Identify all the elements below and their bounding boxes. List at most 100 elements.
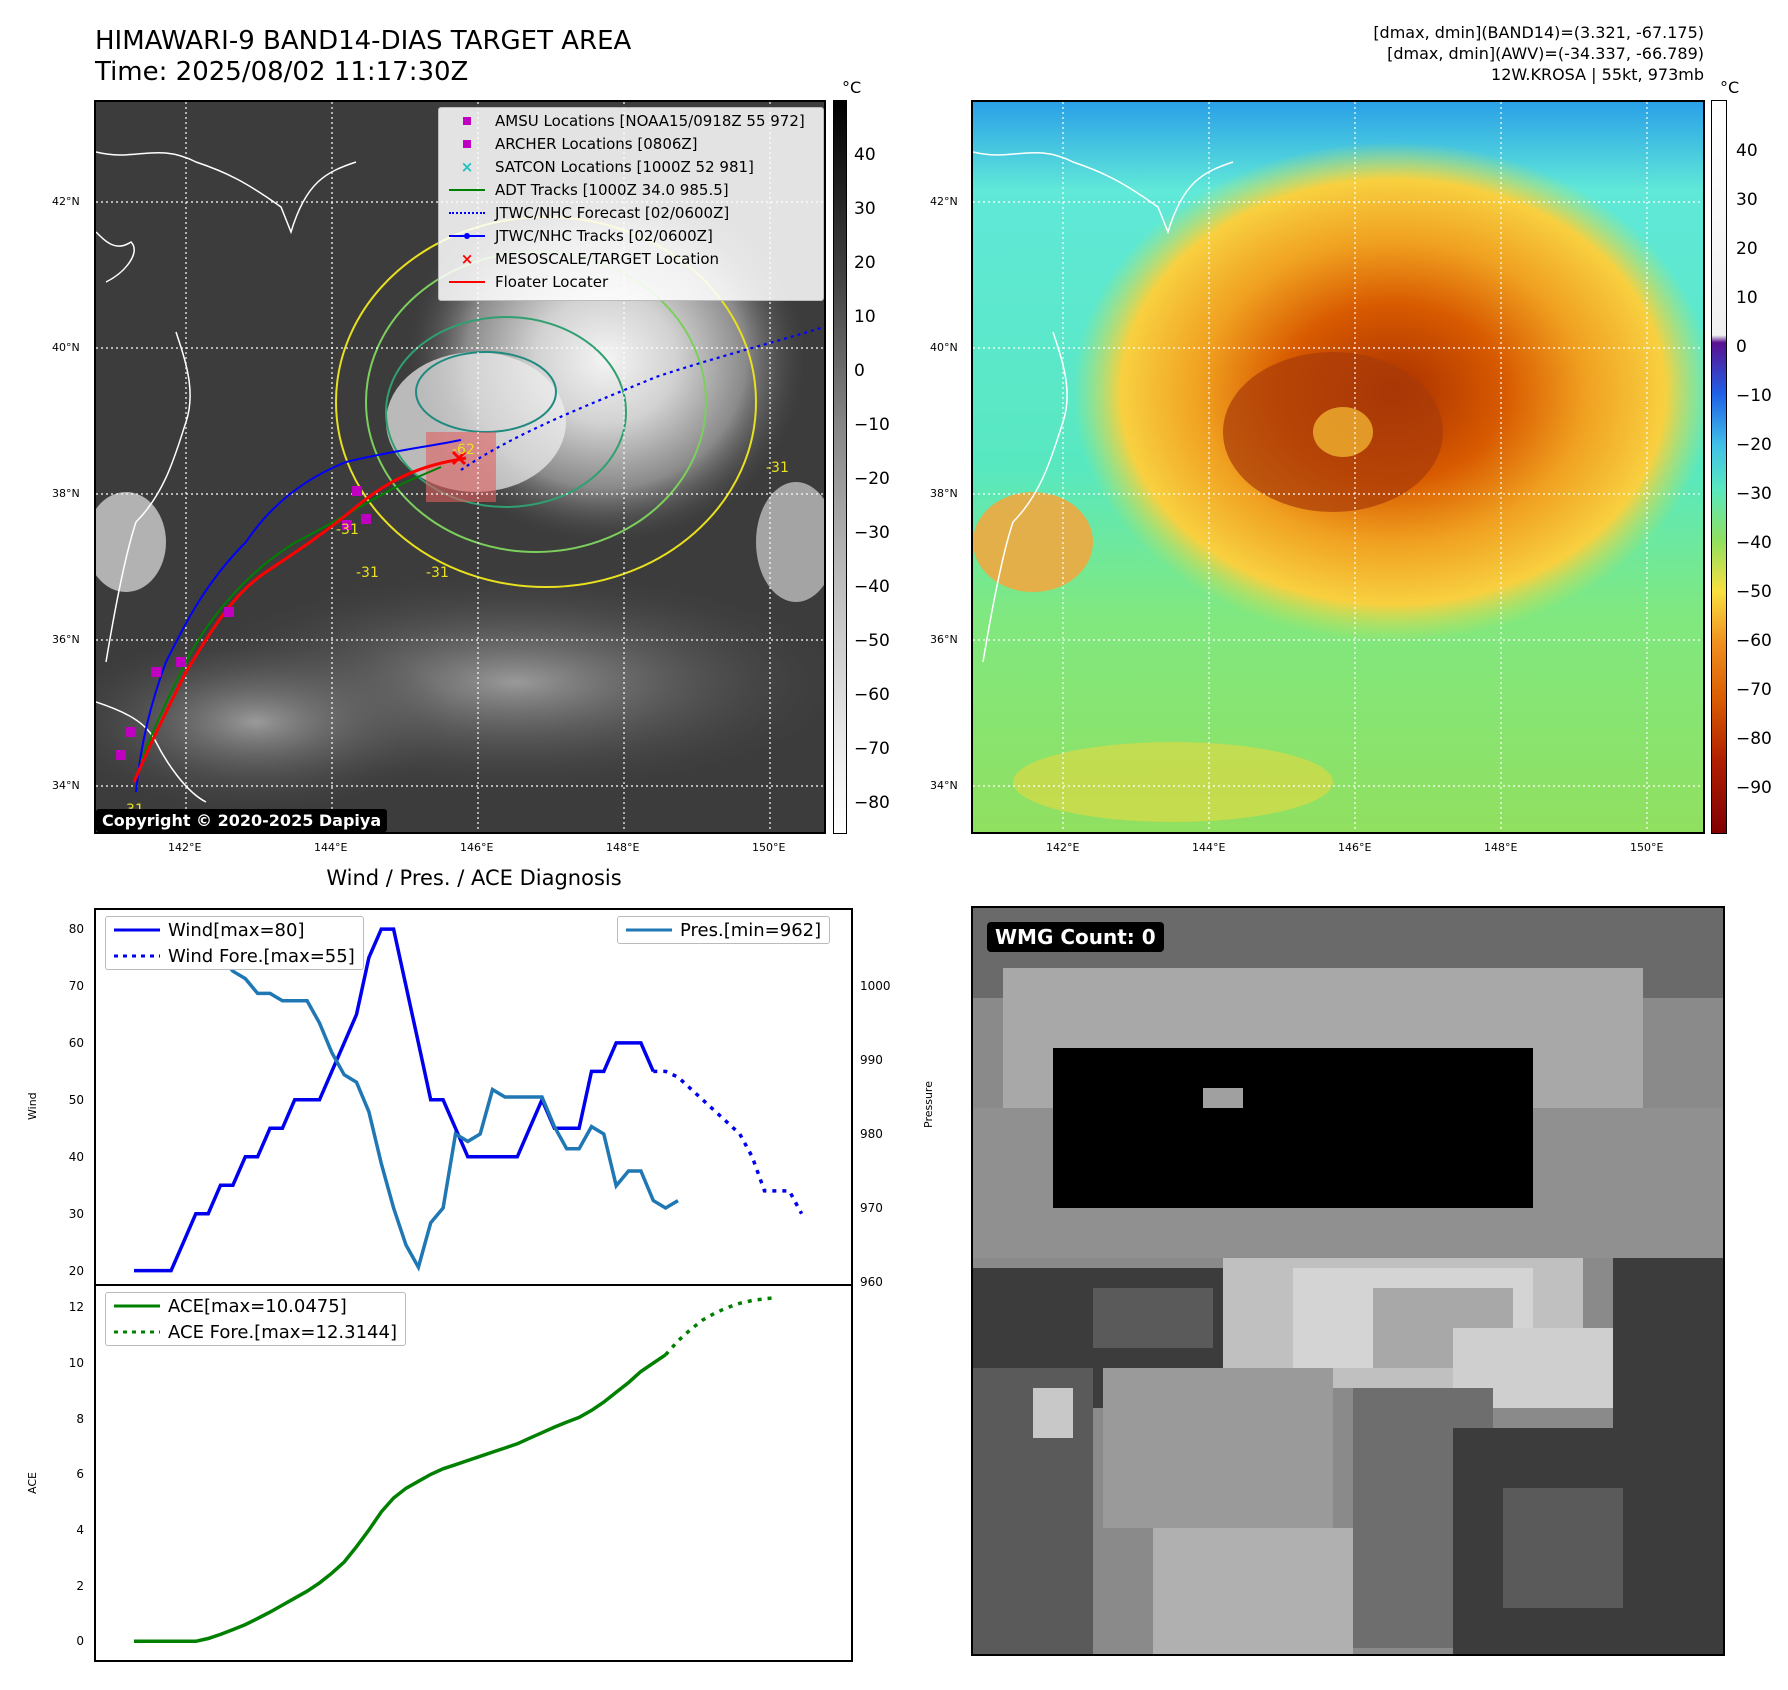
lat-tick: 38°N	[930, 487, 958, 500]
copyright-badge: Copyright © 2020-2025 Dapiya	[96, 809, 388, 832]
lon-tick: 142°E	[168, 841, 202, 854]
legend-line-marker	[447, 271, 487, 293]
contour-label-62: -62	[452, 442, 475, 458]
figure-title: HIMAWARI-9 BAND14-DIAS TARGET AREA	[95, 26, 632, 56]
colorbar-tick: 0	[1736, 337, 1747, 357]
colorbar-tick: −30	[854, 523, 890, 543]
band14-map-panel: -62 -31 -31 -31 -31 -31 AMSU Locations […	[94, 100, 826, 834]
info-storm-id: 12W.KROSA | 55kt, 973mb	[1491, 65, 1704, 84]
ace-line	[134, 1353, 667, 1644]
legend-item-target: × MESOSCALE/TARGET Location	[447, 248, 719, 270]
colorbar-tick: −50	[854, 631, 890, 651]
legend-item-tracks: JTWC/NHC Tracks [02/0600Z]	[447, 225, 713, 247]
legend-item-wind-forecast: Wind Fore.[max=55]	[106, 943, 363, 969]
legend-line-dot-marker	[447, 225, 487, 247]
colorbar-tick: −90	[1736, 778, 1772, 798]
lon-tick: 148°E	[1484, 841, 1518, 854]
legend-item-archer: ARCHER Locations [0806Z]	[447, 133, 698, 155]
ace-y-tick-label: 0	[76, 1634, 84, 1649]
wind-y-tick-label: 40	[68, 1149, 84, 1164]
legend-label: Pres.[min=962]	[680, 919, 822, 941]
wmg-panel: WMG Count: 0	[971, 906, 1725, 1656]
colorbar-tick: −40	[1736, 533, 1772, 553]
legend-label: ACE Fore.[max=12.3144]	[168, 1321, 397, 1343]
ace-axes	[94, 1284, 853, 1662]
colorbar-tick: −50	[1736, 582, 1772, 602]
ace-axis-label: ACE	[26, 1472, 39, 1494]
pressure-y-tick-label: 960	[860, 1275, 883, 1289]
wind-y-tick-label: 80	[68, 922, 84, 937]
colorbar-tick: −20	[854, 469, 890, 489]
colorbar-tick: 20	[854, 253, 876, 273]
diagnosis-title: Wind / Pres. / ACE Diagnosis	[326, 866, 622, 890]
colorbar-tick: 30	[1736, 190, 1758, 210]
pressure-axis-label: Pressure	[922, 1081, 935, 1128]
legend-label: JTWC/NHC Tracks [02/0600Z]	[495, 227, 713, 245]
legend-label: ACE[max=10.0475]	[168, 1295, 347, 1317]
pressure-y-tick-label: 970	[860, 1201, 883, 1215]
lon-tick: 144°E	[314, 841, 348, 854]
legend-item-amsu: AMSU Locations [NOAA15/0918Z 55 972]	[447, 110, 805, 132]
awv-map-panel	[971, 100, 1705, 834]
contour-label-31a: -31	[336, 522, 359, 538]
colorbar-tick: 30	[854, 199, 876, 219]
lon-tick: 150°E	[1630, 841, 1664, 854]
colorbar-tick: −30	[1736, 484, 1772, 504]
colorbar-tick: 10	[1736, 288, 1758, 308]
legend-item-ace-forecast: ACE Fore.[max=12.3144]	[106, 1319, 405, 1345]
colorbar-tick: 40	[854, 145, 876, 165]
legend-label: AMSU Locations [NOAA15/0918Z 55 972]	[495, 112, 805, 130]
lon-tick: 144°E	[1192, 841, 1226, 854]
colorbar-tick: −60	[1736, 631, 1772, 651]
lat-tick: 34°N	[52, 779, 80, 792]
left-colorbar-unit: °C	[842, 78, 862, 97]
ace-legend: ACE[max=10.0475] ACE Fore.[max=12.3144]	[105, 1292, 406, 1346]
legend-label: ADT Tracks [1000Z 34.0 985.5]	[495, 181, 729, 199]
lat-tick: 36°N	[52, 633, 80, 646]
lat-tick: 34°N	[930, 779, 958, 792]
right-colorbar	[1711, 100, 1727, 834]
legend-item-floater: Floater Locater	[447, 271, 608, 293]
lat-tick: 38°N	[52, 487, 80, 500]
right-colorbar-unit: °C	[1720, 78, 1740, 97]
ace-y-tick-label: 8	[76, 1411, 84, 1426]
wind-y-tick-label: 70	[68, 979, 84, 993]
contour-label-31b: -31	[356, 565, 379, 581]
ace-y-tick-label: 4	[76, 1523, 84, 1538]
colorbar-tick: −70	[854, 739, 890, 759]
wind-legend: Wind[max=80] Wind Fore.[max=55]	[105, 916, 364, 970]
pressure-y-tick-label: 1000	[860, 979, 891, 993]
colorbar-tick: −10	[1736, 386, 1772, 406]
colorbar-tick: 40	[1736, 141, 1758, 161]
info-awv-range: [dmax, dmin](AWV)=(-34.337, -66.789)	[1387, 44, 1704, 63]
lat-tick: 36°N	[930, 633, 958, 646]
colorbar-tick: −80	[854, 793, 890, 813]
ace-y-tick-label: 6	[76, 1467, 84, 1482]
left-colorbar	[833, 100, 847, 834]
wind-y-tick-label: 60	[68, 1035, 84, 1050]
lat-tick: 42°N	[930, 195, 958, 208]
wind-y-tick-label: 50	[68, 1092, 84, 1107]
diagnosis-charts	[94, 908, 853, 1662]
legend-x-marker: ×	[460, 158, 474, 176]
lon-tick: 142°E	[1046, 841, 1080, 854]
info-band14-range: [dmax, dmin](BAND14)=(3.321, -67.175)	[1373, 23, 1704, 42]
legend-square-marker	[447, 133, 487, 155]
colorbar-tick: −60	[854, 685, 890, 705]
wmg-image	[973, 908, 1723, 1654]
wind-pressure-plot	[134, 925, 804, 1273]
wind-axis-label: Wind	[26, 1092, 39, 1120]
contour-label-31d: -31	[766, 460, 789, 476]
legend-x-marker: ×	[460, 250, 474, 268]
colorbar-tick: −80	[1736, 729, 1772, 749]
ace-forecast-line	[664, 1295, 778, 1356]
legend-label: ARCHER Locations [0806Z]	[495, 135, 698, 153]
colorbar-tick: 10	[854, 307, 876, 327]
legend-item-ace: ACE[max=10.0475]	[106, 1293, 405, 1319]
legend-label: JTWC/NHC Forecast [02/0600Z]	[495, 204, 730, 222]
wmg-count-badge: WMG Count: 0	[987, 922, 1164, 952]
colorbar-tick: 0	[854, 361, 865, 381]
lat-tick: 42°N	[52, 195, 80, 208]
contour-label-31c: -31	[426, 565, 449, 581]
legend-label: Floater Locater	[495, 273, 609, 291]
